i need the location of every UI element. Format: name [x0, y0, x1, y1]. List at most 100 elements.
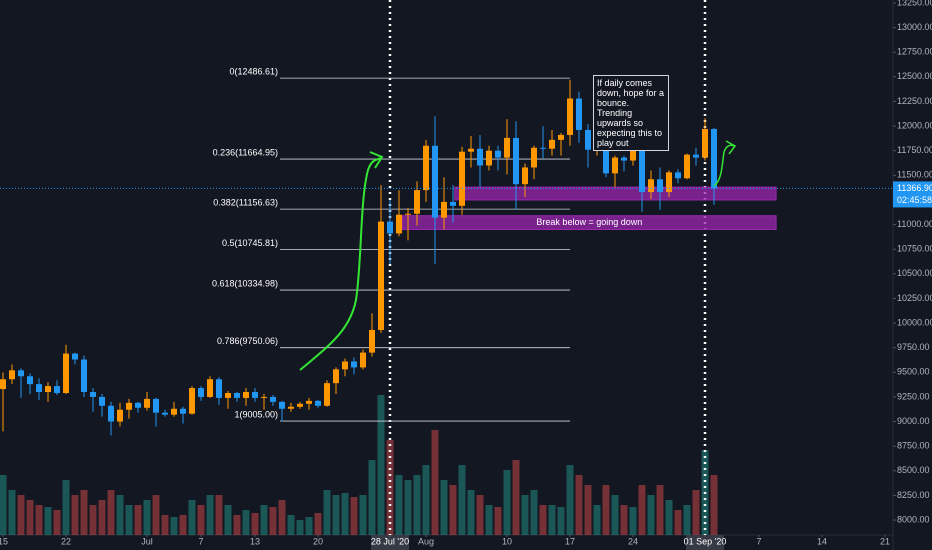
candle-body: [279, 401, 285, 409]
volume-bar: [647, 495, 655, 535]
hand-drawn-arrow: [299, 151, 384, 371]
volume-bar: [116, 495, 124, 535]
volume-bar: [395, 475, 403, 535]
candle-body: [567, 98, 573, 135]
candle-body: [360, 352, 366, 368]
volume-bar: [683, 505, 691, 535]
x-tick-label: 21: [880, 536, 890, 546]
volume-bar: [575, 475, 583, 535]
x-tick-label: 28 Jul '20: [371, 536, 409, 546]
candle-body: [171, 408, 177, 415]
fib-label: 0.618(10334.98): [212, 278, 278, 288]
volume-bar: [656, 485, 664, 535]
volume-bar: [629, 507, 637, 535]
candle-body: [261, 396, 267, 398]
volume-bar: [161, 515, 169, 535]
fib-label: 1(9005.00): [234, 409, 278, 419]
candle-body: [189, 388, 195, 414]
candle-body: [414, 190, 420, 214]
volume-bar: [179, 515, 187, 535]
candle-body: [540, 147, 546, 149]
y-tick-label: 8000.00: [897, 514, 930, 524]
candle-body: [504, 137, 510, 158]
candle-body: [648, 179, 654, 193]
volume-bar: [503, 470, 511, 535]
x-tick-highlight: [686, 535, 724, 550]
candle-body: [495, 150, 501, 158]
candle-body: [621, 157, 627, 161]
candle-body: [378, 221, 384, 330]
candle-body: [396, 214, 402, 234]
volume-bar: [251, 513, 259, 535]
candle-body: [603, 138, 609, 174]
volume-bar: [665, 500, 673, 535]
candle-body: [549, 139, 555, 149]
y-tick-label: 10000.00: [897, 317, 932, 327]
volume-bar: [521, 495, 529, 535]
volume-bar: [215, 495, 223, 535]
candle-body: [639, 150, 645, 193]
volume-bar: [584, 485, 592, 535]
candle-body: [558, 134, 564, 140]
volume-bar: [593, 505, 601, 535]
candle-body: [450, 201, 456, 206]
volume-bar: [332, 495, 340, 535]
volume-bar: [44, 507, 52, 535]
volume-bar: [530, 490, 538, 535]
volume-bar: [413, 475, 421, 535]
volume-bar: [134, 505, 142, 535]
y-tick-label: 13000.00: [897, 22, 932, 32]
volume-bar: [242, 510, 250, 535]
x-tick-label: 10: [502, 536, 512, 546]
y-tick-label: 11500.00: [897, 170, 932, 180]
x-tick-label: 14: [817, 536, 827, 546]
candle-body: [108, 405, 114, 422]
candle-body: [684, 154, 690, 179]
volume-bar: [467, 490, 475, 535]
candle-body: [198, 388, 204, 397]
candle-body: [531, 147, 537, 168]
volume-bar: [35, 505, 43, 535]
x-tick-label: Jul: [141, 536, 153, 546]
hand-drawn-arrow: [713, 140, 737, 187]
volume-bar: [287, 515, 295, 535]
volume-bar: [377, 395, 385, 535]
volume-bar: [350, 497, 358, 535]
x-tick-label: 7: [198, 536, 203, 546]
candle-body: [324, 383, 330, 406]
candle-body: [405, 213, 411, 215]
x-tick-label: 22: [61, 536, 71, 546]
candle-body: [180, 408, 186, 414]
volume-bar: [206, 495, 214, 535]
volume-bar: [305, 517, 313, 535]
volume-bar: [0, 475, 7, 535]
candle-body: [243, 392, 249, 398]
y-tick-label: 12000.00: [897, 120, 932, 130]
volume-bar: [260, 505, 268, 535]
zone: [454, 186, 777, 201]
volume-bar: [692, 490, 700, 535]
fib-label: 0.5(10745.81): [222, 238, 278, 248]
candle-body: [711, 129, 717, 189]
main-layer: 0(12486.61) 0.236(11664.95) 0.382(11156.63…: [0, 0, 893, 535]
candle-body: [81, 359, 87, 393]
volume-bar: [548, 505, 556, 535]
candle-body: [72, 353, 78, 360]
y-tick-label: 9750.00: [897, 342, 930, 352]
x-tick-label: 17: [565, 536, 575, 546]
candle-body: [477, 148, 483, 166]
y-tick-label: 12500.00: [897, 71, 932, 81]
x-tick-label: 24: [628, 536, 638, 546]
volume-bar: [494, 507, 502, 535]
candle-body: [576, 98, 582, 131]
candle-body: [288, 406, 294, 409]
candle-body: [207, 379, 213, 397]
volume-bar: [674, 510, 682, 535]
candle-body: [675, 172, 681, 179]
countdown: 02:45:58: [897, 195, 932, 205]
volume-bar: [449, 485, 457, 535]
